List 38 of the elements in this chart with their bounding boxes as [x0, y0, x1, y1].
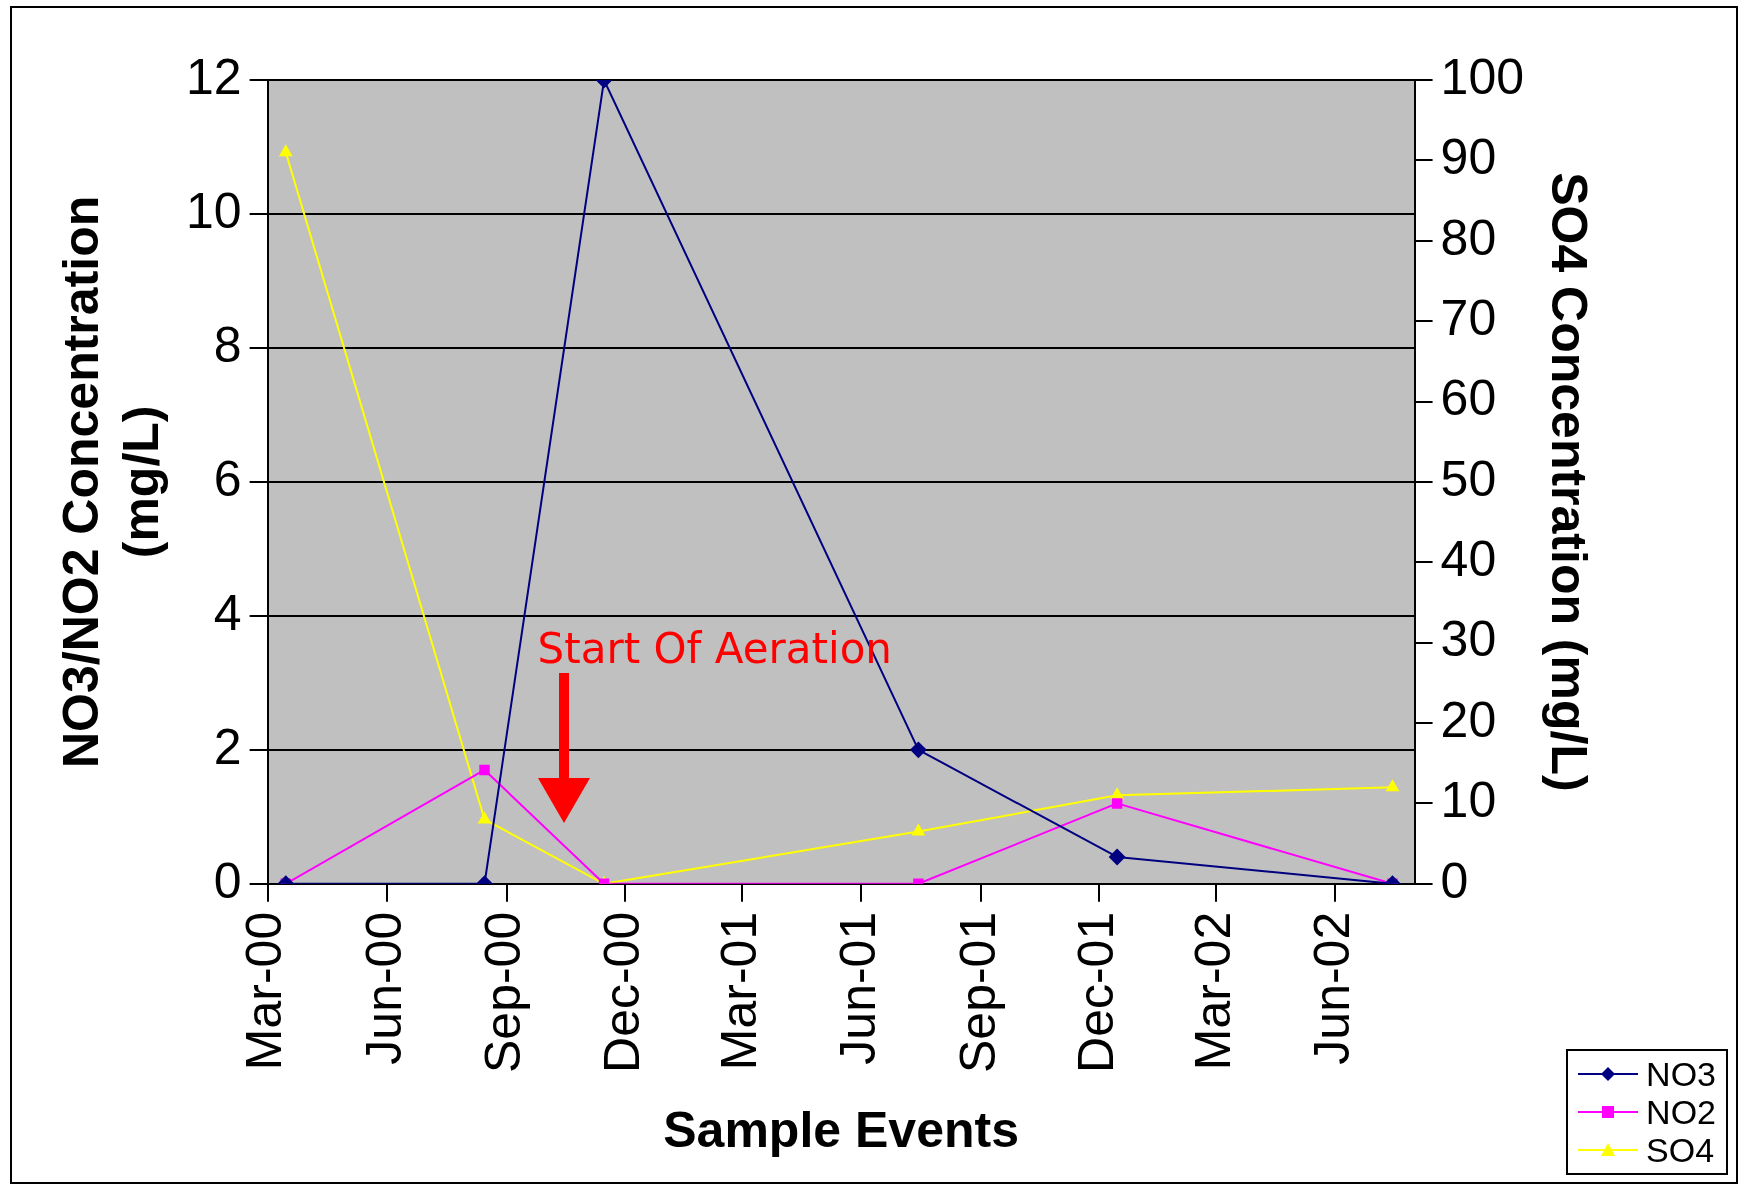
y2-tick-label: 80 [1440, 209, 1497, 266]
x-tick-label: Jun-02 [1304, 911, 1361, 1065]
y-tick-label: 6 [213, 450, 242, 507]
x-axis-title: Sample Events [663, 1101, 1019, 1158]
y-tick-label: 12 [185, 48, 242, 105]
x-tick-label: Sep-00 [475, 911, 532, 1073]
x-tick-label: Mar-01 [710, 911, 767, 1071]
x-tick-label: Jun-00 [355, 911, 412, 1065]
y2-tick-label: 100 [1440, 48, 1525, 105]
x-tick-label: Dec-01 [1067, 911, 1124, 1073]
x-tick-label: Jun-01 [830, 911, 887, 1065]
y-tick-label: 4 [213, 584, 242, 641]
point [1386, 780, 1399, 792]
legend-label: NO2 [1646, 1093, 1716, 1131]
y2-tick-label: 10 [1440, 772, 1497, 829]
y2-tick-label: 60 [1440, 370, 1497, 427]
y-tick-label: 8 [213, 316, 242, 373]
point [478, 812, 491, 824]
y2-tick-label: 20 [1440, 691, 1497, 748]
y2-tick-label: 90 [1440, 129, 1497, 186]
y2-tick-label: 30 [1440, 611, 1497, 668]
legend-label: SO4 [1646, 1131, 1715, 1169]
x-tick-label: Mar-00 [236, 911, 293, 1071]
x-tick-label: Sep-01 [949, 911, 1006, 1073]
y2-axis-title: SO4 Concentration (mg/L) [1541, 172, 1598, 792]
point [912, 824, 925, 836]
y-tick-label: 10 [185, 182, 242, 239]
y2-tick-label: 40 [1440, 531, 1497, 588]
y-axis-title: NO3/NO2 Concentration (mg/L) [52, 195, 169, 769]
y2-tick-label: 0 [1440, 852, 1469, 909]
x-tick-label: Mar-02 [1184, 911, 1241, 1071]
point [279, 145, 292, 157]
legend-label: NO3 [1646, 1055, 1716, 1093]
x-tick-label: Dec-00 [593, 911, 650, 1073]
y-tick-label: 2 [213, 718, 242, 775]
y2-tick-label: 50 [1440, 450, 1497, 507]
y-tick-label: 0 [213, 852, 242, 909]
y2-tick-label: 70 [1440, 289, 1497, 346]
